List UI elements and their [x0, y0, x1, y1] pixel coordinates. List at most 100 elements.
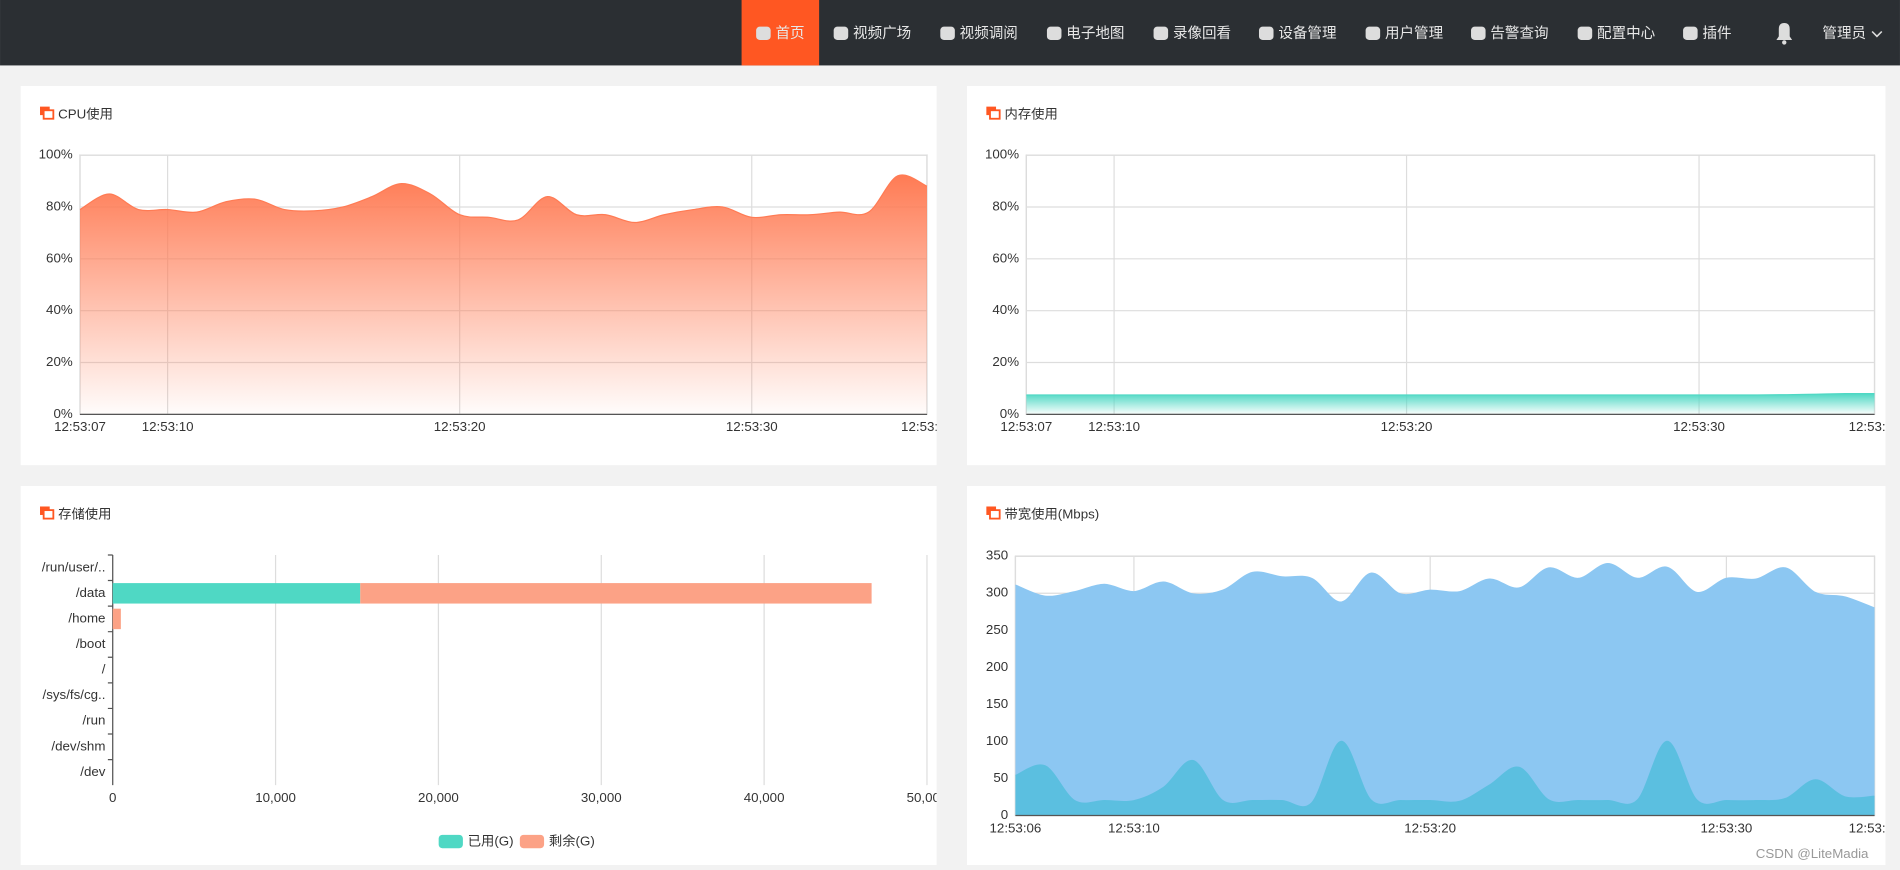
- nav-label: 告警查询: [1490, 25, 1548, 42]
- nav-label: 录像回看: [1173, 25, 1231, 42]
- x-tick-label: 50,000: [907, 790, 948, 805]
- y-tick-label: 250: [986, 622, 1008, 637]
- nav-icon: [1258, 26, 1274, 40]
- area-line: [1015, 562, 1875, 609]
- y-tick-label: 50: [993, 770, 1008, 785]
- user-chevron: [1871, 30, 1883, 38]
- y-tick-label: 20%: [46, 354, 73, 369]
- x-tick-label: 12:53:07: [54, 419, 106, 434]
- x-tick-label: 12:53:10: [1108, 820, 1160, 835]
- nav-label: 用户管理: [1385, 25, 1444, 42]
- x-tick-label: 12:53:36: [901, 419, 953, 434]
- area-fill: [1015, 741, 1875, 816]
- x-tick-label: 12:53:20: [1404, 820, 1456, 835]
- y-tick-label: 60%: [992, 250, 1019, 265]
- nav-item[interactable]: 设备管理: [1258, 25, 1337, 42]
- legend-swatch: [519, 834, 545, 849]
- y-tick-label: /run/user/..: [42, 559, 106, 574]
- y-tick-label: 100: [986, 733, 1008, 748]
- y-tick-label: 20%: [992, 354, 1019, 369]
- nav-icon: [756, 26, 771, 40]
- nav-item[interactable]: 用户管理: [1365, 25, 1444, 42]
- x-tick-label: 12:53:10: [142, 419, 194, 434]
- x-tick-label: 12:53:30: [1673, 419, 1725, 434]
- y-tick-label: 0%: [53, 406, 72, 421]
- y-tick-label: /boot: [76, 636, 106, 651]
- area-line: [1026, 393, 1875, 396]
- nav-item[interactable]: 告警查询: [1471, 25, 1549, 42]
- chart-title: 带宽使用(Mbps): [1005, 505, 1100, 521]
- watermark: CSDN @LiteMadia: [1756, 846, 1869, 861]
- chart-panel: CPU使用 0% 20% 40% 60% 80% 100% 12:53:07 12:53:10 1…: [20, 86, 953, 466]
- nav-label: 配置中心: [1597, 25, 1656, 42]
- y-tick-label: 0%: [1000, 406, 1019, 421]
- nav-label: 首页: [776, 25, 805, 42]
- area-line: [1015, 740, 1875, 808]
- y-tick-label: 100%: [985, 147, 1019, 162]
- y-tick-label: /run: [82, 713, 105, 728]
- nav-item[interactable]: 配置中心: [1577, 25, 1656, 42]
- nav-icon: [1577, 26, 1593, 40]
- legend-item[interactable]: 剩余(G): [519, 833, 595, 849]
- x-tick-label: 30,000: [581, 790, 622, 805]
- y-tick-label: /sys/fs/cg..: [43, 687, 106, 702]
- x-tick-label: 12:53:30: [1700, 820, 1752, 835]
- nav-item[interactable]: 视频调阅: [940, 25, 1018, 42]
- y-tick-label: 150: [986, 696, 1008, 711]
- y-tick-label: /data: [76, 585, 106, 600]
- bell-icon[interactable]: [1776, 23, 1793, 45]
- legend-label: 已用(G): [468, 834, 514, 849]
- y-tick-label: 0: [1001, 807, 1008, 822]
- y-tick-label: 200: [986, 659, 1008, 674]
- y-tick-label: 100%: [39, 147, 73, 162]
- legend-swatch: [438, 834, 463, 849]
- y-tick-label: 40%: [992, 302, 1019, 317]
- nav-active-bg: [741, 0, 820, 66]
- nav-label: 视频广场: [853, 25, 911, 42]
- legend-item[interactable]: 已用(G): [438, 834, 514, 849]
- x-tick-label: 12:53:30: [726, 419, 778, 434]
- bar-segment: [112, 583, 361, 604]
- x-tick-label: 0: [109, 790, 116, 805]
- x-tick-label: 12:53:20: [434, 419, 486, 434]
- nav-icon: [1471, 26, 1486, 40]
- chart-title: 存储使用: [58, 505, 111, 521]
- x-tick-label: 12:53:36: [1849, 419, 1900, 434]
- y-tick-label: /dev: [80, 764, 106, 779]
- bell-shape: [1776, 23, 1793, 40]
- nav-item[interactable]: 视频广场: [833, 25, 912, 42]
- area-fill: [80, 174, 927, 415]
- nav-label: 电子地图: [1066, 25, 1124, 42]
- title-icon: [989, 509, 1001, 520]
- nav-item[interactable]: 插件: [1683, 25, 1732, 42]
- title-icon: [42, 109, 55, 120]
- nav-icon: [1365, 26, 1381, 40]
- chart-panel: 带宽使用(Mbps) 0 50 100 150 200 250 300 350 12:53:06 1…: [966, 485, 1886, 866]
- y-tick-label: 60%: [46, 250, 73, 265]
- nav-item[interactable]: 电子地图: [1046, 25, 1125, 42]
- bar-segment: [360, 583, 872, 604]
- nav-item[interactable]: 录像回看: [1153, 25, 1232, 42]
- nav-icon: [1046, 26, 1062, 40]
- chart-title: CPU使用: [58, 106, 113, 122]
- legend-label: 剩余(G): [549, 833, 595, 849]
- nav-icon: [940, 26, 955, 40]
- nav-item[interactable]: 首页: [741, 0, 820, 66]
- chart-panel: 内存使用 0% 20% 40% 60% 80% 100% 12:53:07 12:53:10 12…: [966, 86, 1900, 466]
- x-tick-label: 40,000: [744, 790, 785, 805]
- area-fill: [1026, 393, 1875, 415]
- y-tick-label: 80%: [46, 198, 73, 213]
- y-tick-label: 40%: [46, 302, 73, 317]
- chart-title: 内存使用: [1005, 106, 1058, 122]
- x-tick-label: 20,000: [418, 790, 459, 805]
- y-tick-label: 300: [986, 585, 1008, 600]
- user-menu[interactable]: 管理员: [1822, 25, 1866, 42]
- area-fill: [1015, 563, 1875, 816]
- top-nav: 管理员 首页 视频广场 视频调阅 电子地图 录像回看 设备管理 用户管理 告警查询 配置中心 插件: [0, 0, 1900, 66]
- y-tick-label: /home: [68, 610, 105, 625]
- x-tick-label: 12:53:06: [990, 820, 1042, 835]
- nav-icon: [1153, 26, 1169, 40]
